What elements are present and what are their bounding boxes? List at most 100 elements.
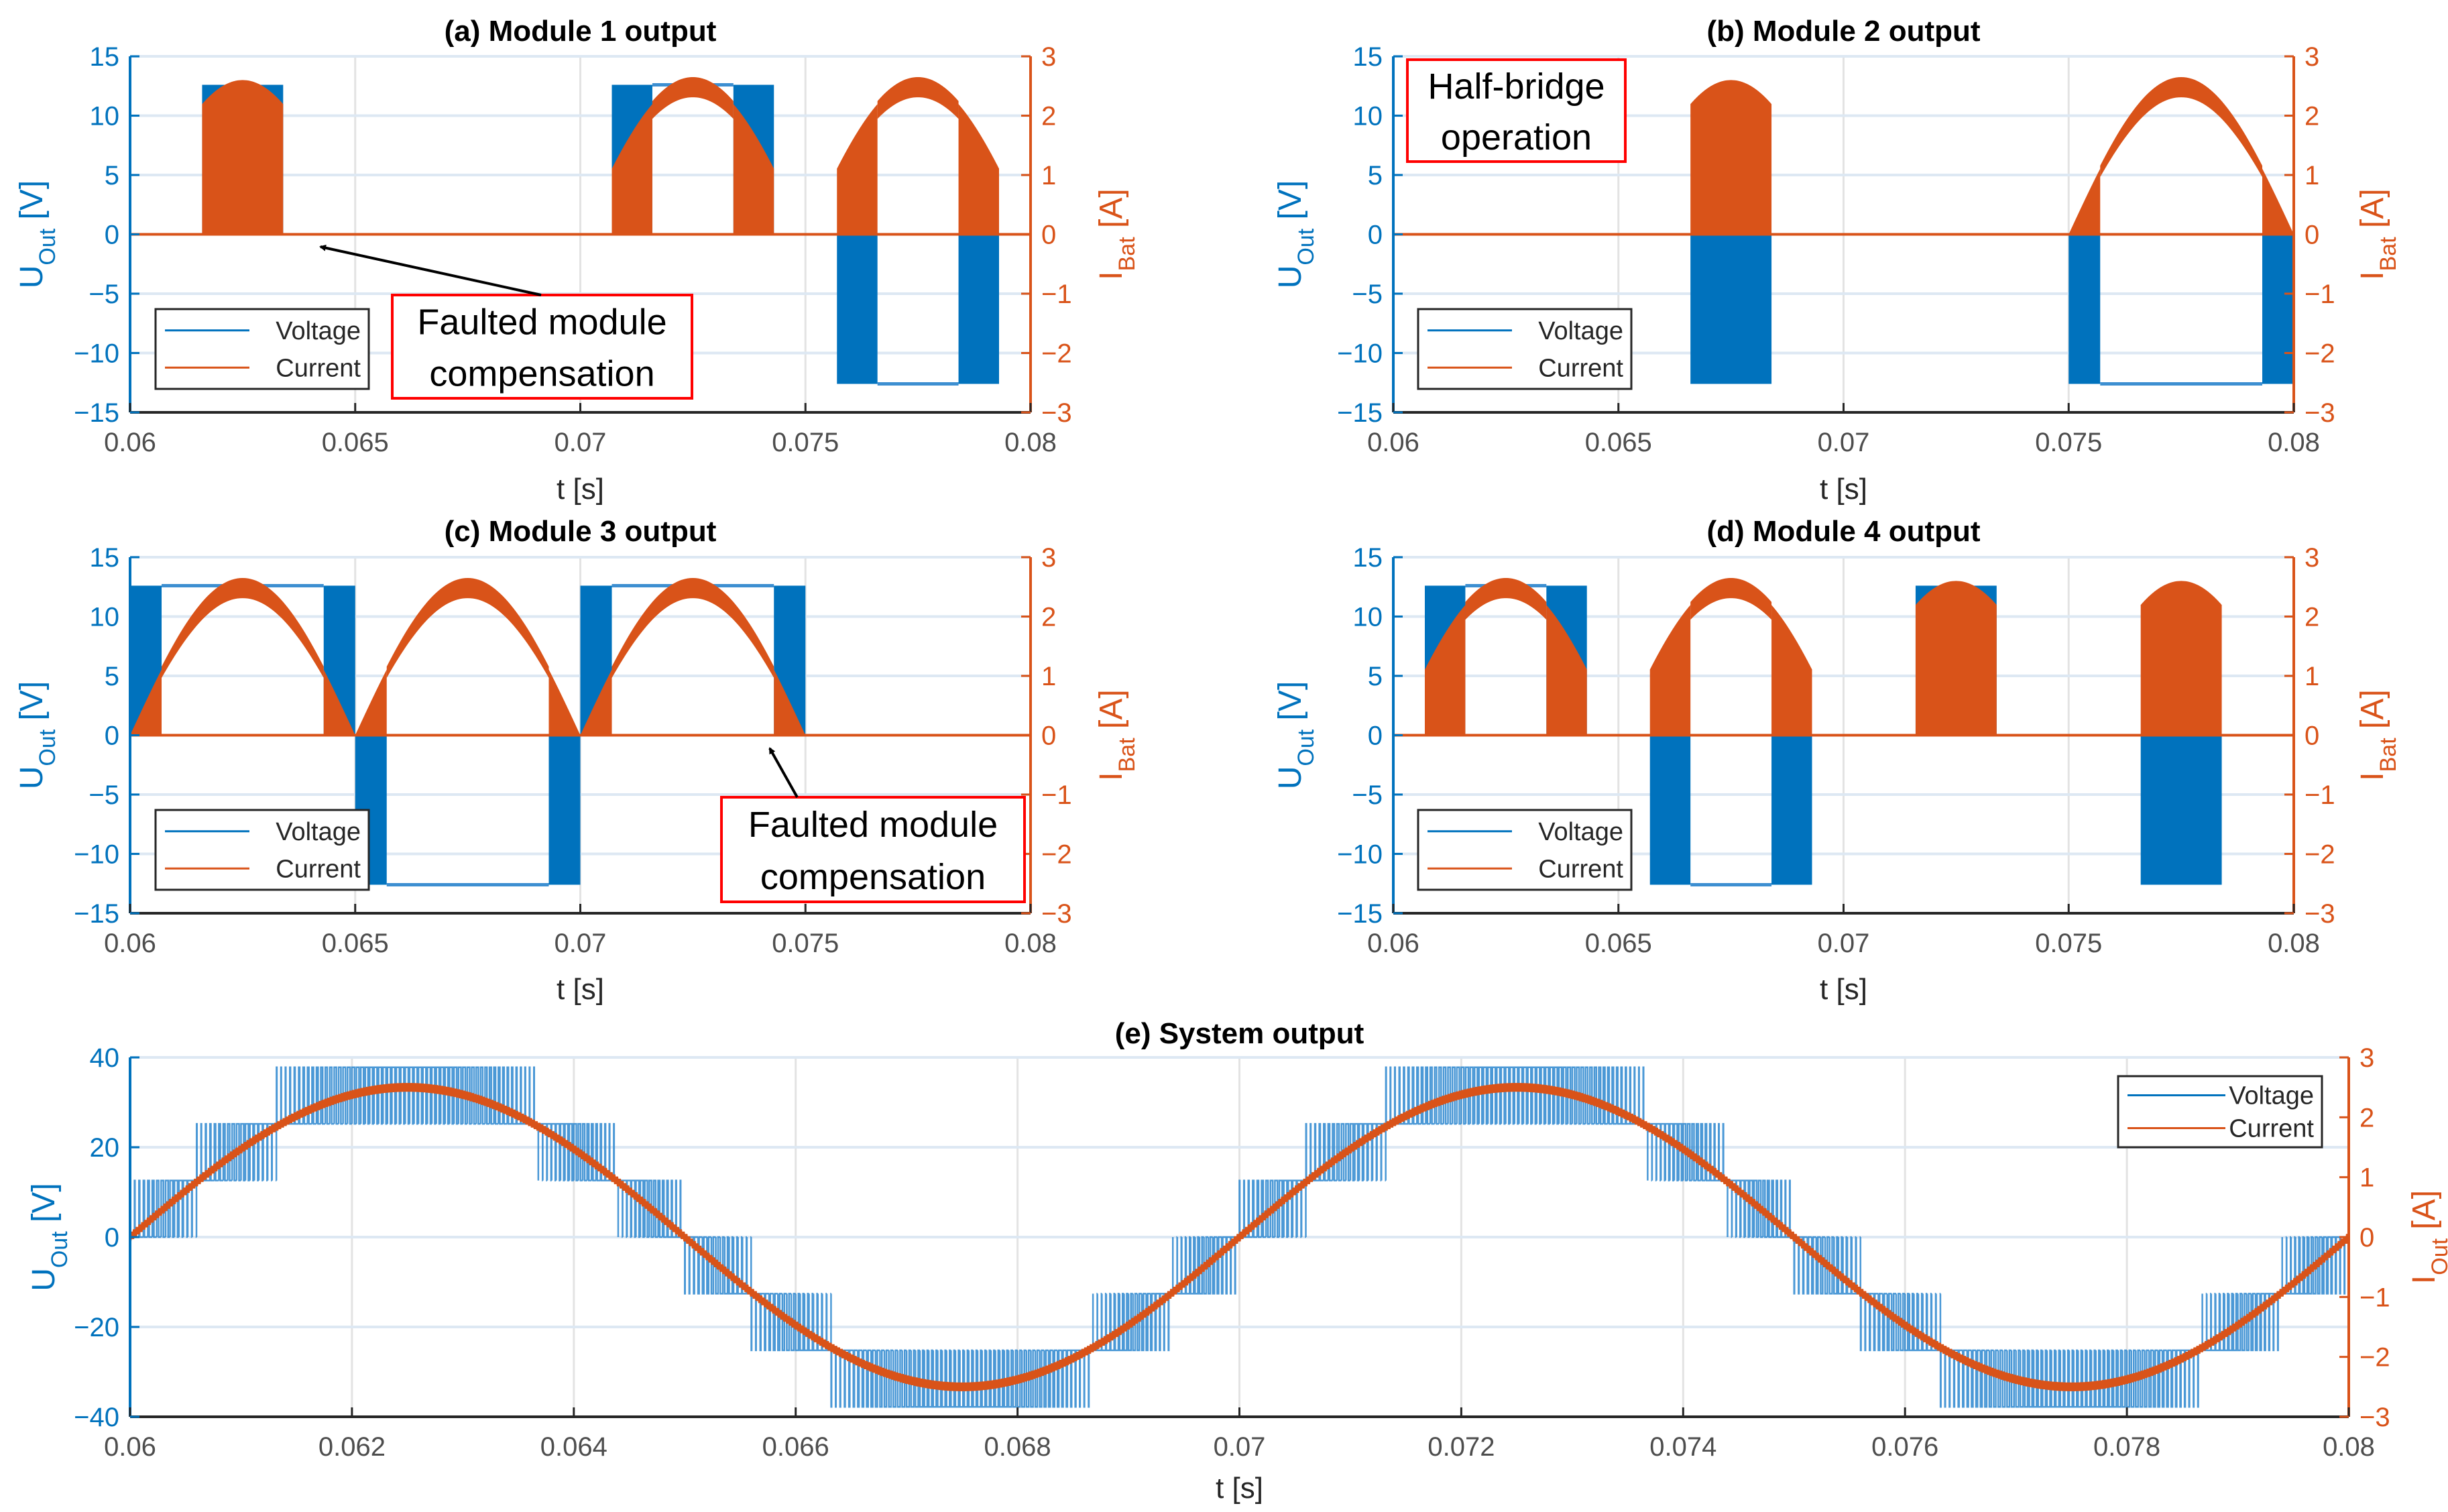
y2-tick-label: −1 xyxy=(1041,280,1072,309)
legend-label-current: Current xyxy=(1538,354,1623,382)
chart-title: (e) System output xyxy=(1115,1017,1364,1050)
voltage-pwm-band xyxy=(2068,234,2101,384)
y-axis-left-label-unit: [V] xyxy=(1273,681,1308,730)
x-axis-label: t [s] xyxy=(1216,1472,1263,1505)
y-axis-left-label: UOut [V] xyxy=(1273,681,1319,790)
y-tick-label: −5 xyxy=(89,280,119,309)
x-tick-label: 0.08 xyxy=(1004,929,1057,958)
y-axis-right-label-symbol: I xyxy=(1094,772,1129,780)
y2-tick-label: 0 xyxy=(2305,221,2319,250)
y-axis-right-label: IBat [A] xyxy=(1094,188,1140,280)
y-axis-left-label-subscript: Out xyxy=(35,228,60,265)
y-tick-label: 10 xyxy=(1353,102,1383,131)
y-axis-left-label-symbol: U xyxy=(1273,266,1308,289)
current-pwm-band xyxy=(202,80,284,235)
y2-tick-label: 1 xyxy=(2305,161,2319,190)
x-tick-label: 0.075 xyxy=(2035,929,2102,958)
chart-c: 0.06 0.065 0.07 0.075 0.08−15−10−5051015−3−2… xyxy=(14,515,1140,1006)
legend-box xyxy=(154,809,370,891)
y-tick-label: 15 xyxy=(1353,42,1383,72)
y-axis-right-label: IOut [A] xyxy=(2406,1190,2448,1284)
current-line xyxy=(129,1083,2350,1391)
y-axis-right-label-unit: [A] xyxy=(2406,1190,2442,1238)
y-axis-right-label-subscript: Bat xyxy=(2376,237,2401,272)
y-tick-label: −15 xyxy=(74,398,119,428)
legend-label-current: Current xyxy=(1538,855,1623,883)
legend-label-current: Current xyxy=(276,855,361,883)
legend: Voltage Current xyxy=(154,809,370,891)
current-envelope-band xyxy=(386,577,549,678)
x-tick-label: 0.078 xyxy=(2093,1432,2160,1462)
y-tick-label: 0 xyxy=(105,1223,119,1253)
series-group xyxy=(130,76,1031,386)
series-group xyxy=(130,577,1031,887)
current-pwm-band xyxy=(1915,581,1997,736)
y-tick-label: −15 xyxy=(1337,899,1383,929)
y-axis-left-label-symbol: U xyxy=(1273,766,1308,790)
y-axis-left-label-subscript: Out xyxy=(35,729,60,766)
y-tick-label: 15 xyxy=(90,42,120,72)
chart-e: 0.06 0.062 0.064 0.066 0.068 0.07 0.072 0.074 0.… xyxy=(26,1017,2448,1505)
current-envelope-band xyxy=(1690,577,1772,620)
y-tick-label: −20 xyxy=(74,1313,119,1342)
legend: Voltage Current xyxy=(2117,1075,2323,1149)
y-tick-label: −10 xyxy=(1337,840,1383,870)
y2-tick-label: 2 xyxy=(2359,1103,2374,1132)
x-tick-label: 0.06 xyxy=(104,929,156,958)
y2-tick-label: 0 xyxy=(1041,721,1056,751)
chart-d: 0.06 0.065 0.07 0.075 0.08−15−10−5051015−3−2… xyxy=(1273,515,2401,1006)
y-axis-right-label-unit: [A] xyxy=(1094,689,1129,738)
x-tick-label: 0.065 xyxy=(1585,929,1652,958)
y-tick-label: 10 xyxy=(90,102,120,131)
series-group xyxy=(1393,76,2294,386)
legend: Voltage Current xyxy=(154,308,370,390)
y2-tick-label: 1 xyxy=(1041,662,1056,691)
current-pwm-band xyxy=(837,104,878,235)
legend-box xyxy=(154,308,370,390)
y2-tick-label: 1 xyxy=(1041,161,1056,190)
voltage-pwm-band xyxy=(958,234,999,384)
annotation-text: Faulted module xyxy=(417,302,666,343)
current-pwm-band xyxy=(1425,605,1466,736)
y2-tick-label: −2 xyxy=(2305,840,2335,870)
y-axis-right-label-symbol: I xyxy=(1094,271,1129,280)
y-tick-label: 5 xyxy=(105,161,119,190)
x-tick-label: 0.075 xyxy=(772,428,839,457)
y-tick-label: 20 xyxy=(90,1133,120,1163)
annotation: Faulted module compensation xyxy=(319,244,693,400)
y-axis-left-label-symbol: U xyxy=(14,266,50,289)
y-tick-label: 10 xyxy=(1353,603,1383,632)
current-pwm-band xyxy=(1690,80,1772,235)
legend-label-voltage: Voltage xyxy=(1538,317,1623,345)
x-tick-label: 0.068 xyxy=(984,1432,1051,1462)
legend-box xyxy=(1417,308,1633,390)
x-tick-label: 0.08 xyxy=(2268,428,2320,457)
x-tick-label: 0.075 xyxy=(2035,428,2102,457)
current-pwm-band xyxy=(323,669,355,736)
chart-title: (c) Module 3 output xyxy=(445,515,717,548)
y2-tick-label: 1 xyxy=(2305,662,2319,691)
y2-tick-label: 3 xyxy=(2305,42,2319,72)
x-tick-label: 0.06 xyxy=(1367,428,1419,457)
annotation-text: operation xyxy=(1441,117,1592,158)
x-tick-label: 0.08 xyxy=(2323,1432,2375,1462)
current-envelope-band xyxy=(652,76,734,119)
annotation-box xyxy=(1406,58,1627,163)
chart-title: (b) Module 2 output xyxy=(1706,15,1980,48)
y-axis-left-label-symbol: U xyxy=(26,1268,62,1291)
x-tick-label: 0.07 xyxy=(555,929,607,958)
y-tick-label: −5 xyxy=(1352,780,1383,810)
y2-tick-label: −3 xyxy=(2359,1403,2390,1432)
y-axis-left-label-unit: [V] xyxy=(26,1183,62,1231)
current-pwm-band xyxy=(733,104,774,235)
y-tick-label: 0 xyxy=(105,721,119,751)
x-tick-label: 0.07 xyxy=(1818,929,1870,958)
legend: Voltage Current xyxy=(1417,308,1633,390)
current-pwm-band xyxy=(1546,605,1587,736)
y-axis-left-label-symbol: U xyxy=(14,766,50,790)
legend-label-voltage: Voltage xyxy=(1538,818,1623,846)
y2-tick-label: −3 xyxy=(1041,899,1072,929)
annotation-box xyxy=(391,294,693,400)
x-tick-label: 0.072 xyxy=(1427,1432,1495,1462)
y-tick-label: −5 xyxy=(89,780,119,810)
